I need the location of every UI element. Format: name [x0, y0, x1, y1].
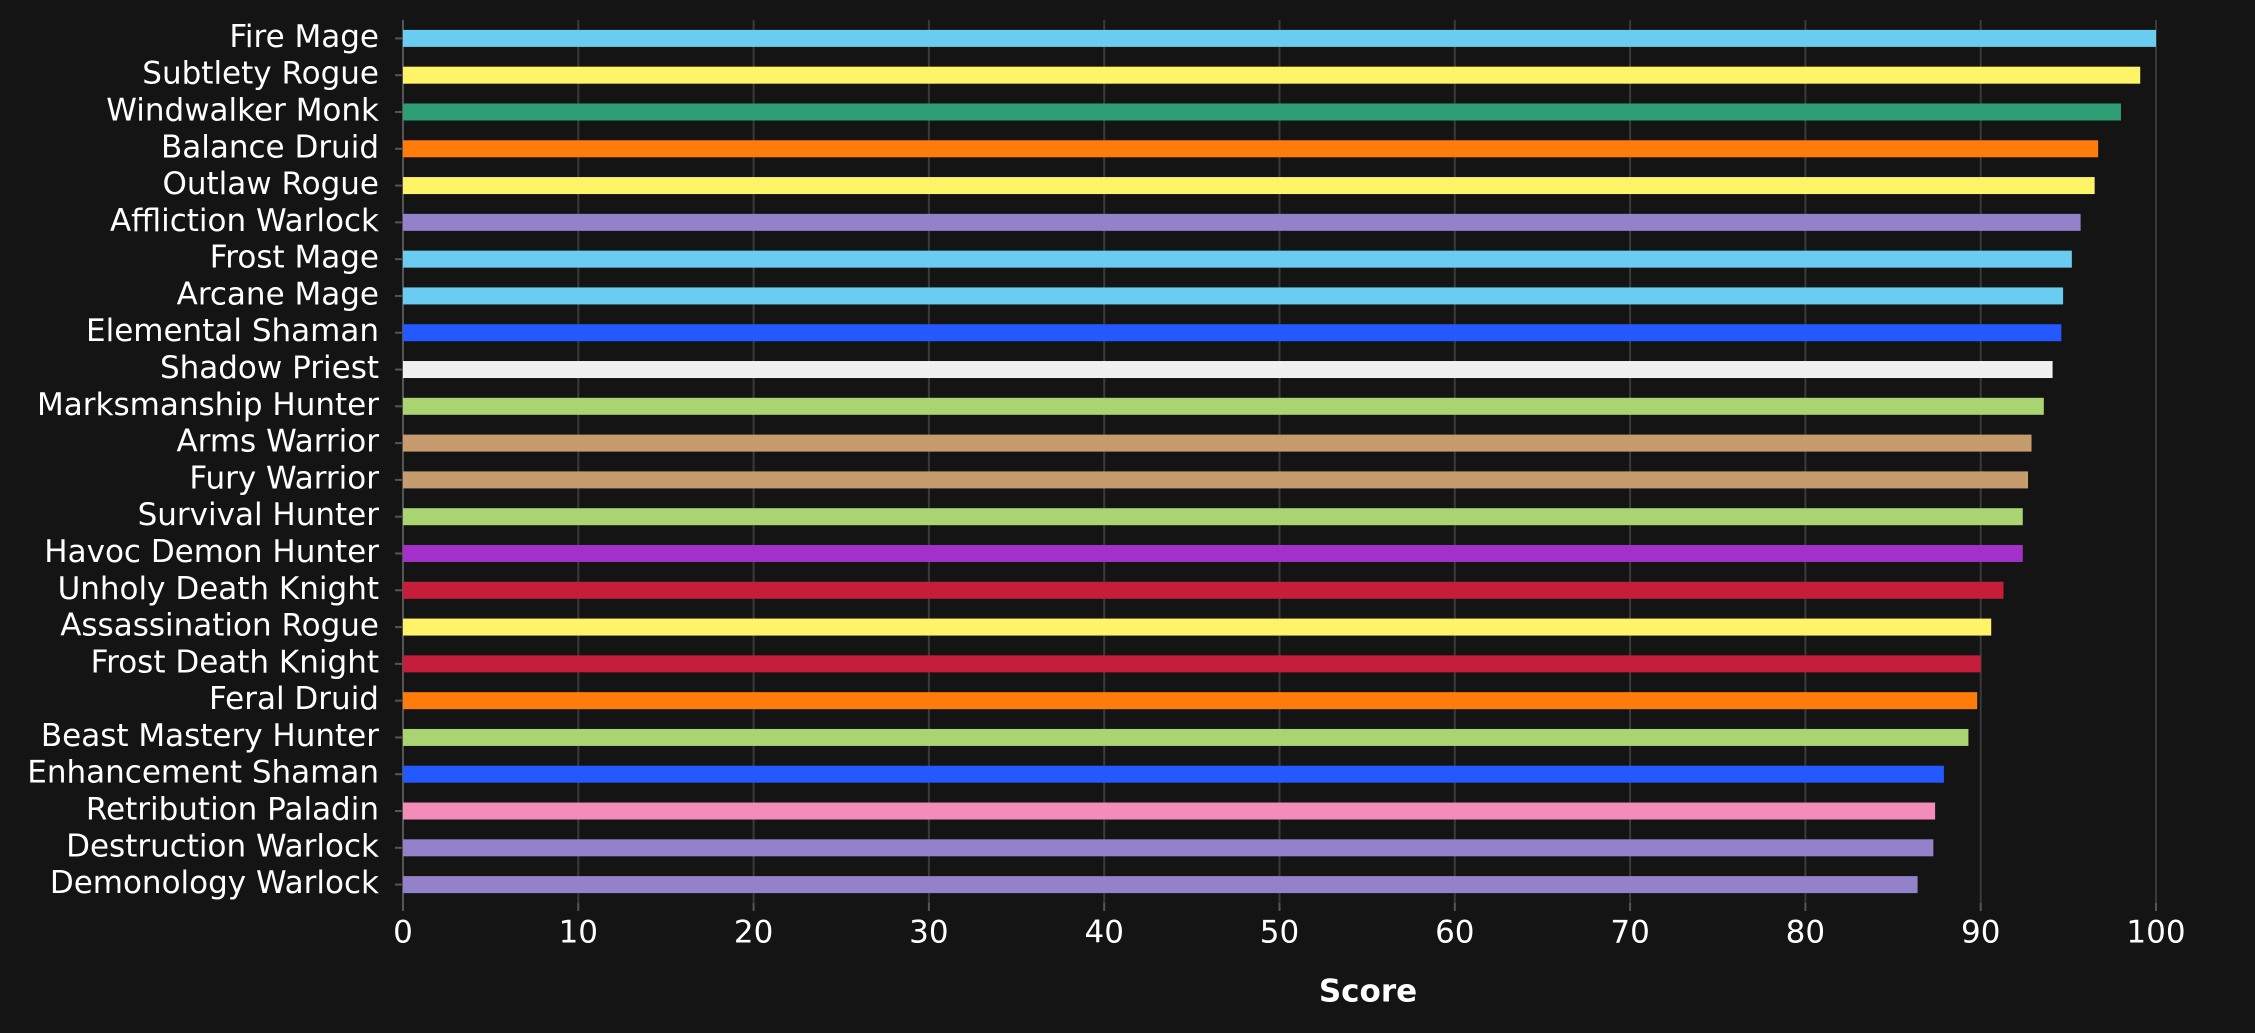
bar — [403, 655, 1981, 673]
y-tick-label: Subtlety Rogue — [142, 56, 379, 92]
bar — [403, 287, 2064, 305]
bar — [403, 876, 1918, 894]
bar — [403, 213, 2081, 231]
bar — [403, 66, 2141, 84]
bar — [403, 728, 1969, 746]
y-tick-label: Unholy Death Knight — [58, 571, 379, 607]
y-tick-label: Balance Druid — [161, 129, 379, 165]
bar — [403, 508, 2023, 526]
y-tick-label: Arcane Mage — [177, 276, 379, 312]
bar — [403, 692, 1978, 710]
bar — [403, 397, 2044, 415]
bar — [403, 765, 1944, 783]
x-tick-label: 70 — [1610, 915, 1649, 951]
bar — [403, 29, 2156, 47]
y-tick-label: Shadow Priest — [160, 350, 379, 386]
y-tick-label: Survival Hunter — [138, 497, 380, 533]
y-tick-label: Retribution Paladin — [86, 792, 379, 828]
y-tick-label: Demonology Warlock — [50, 865, 379, 901]
bar — [403, 177, 2095, 195]
x-axis-label: Score — [1319, 974, 1417, 1010]
y-tick-label: Marksmanship Hunter — [37, 387, 379, 423]
x-tick-label: 0 — [393, 915, 413, 951]
bar — [403, 581, 2004, 599]
x-tick-label: 60 — [1435, 915, 1474, 951]
bar — [403, 434, 2032, 452]
x-tick-label: 90 — [1961, 915, 2000, 951]
bar — [403, 140, 2099, 158]
y-tick-label: Fire Mage — [229, 19, 379, 55]
x-tick-label: 40 — [1084, 915, 1123, 951]
bar — [403, 103, 2121, 121]
bar — [403, 471, 2029, 489]
y-tick-label: Beast Mastery Hunter — [41, 718, 379, 754]
y-tick-label: Frost Mage — [210, 240, 379, 276]
y-tick-label: Elemental Shaman — [86, 313, 379, 349]
bar — [403, 250, 2072, 268]
bar — [403, 839, 1934, 857]
x-tick-label: 10 — [559, 915, 598, 951]
x-tick-label: 80 — [1786, 915, 1825, 951]
y-tick-label: Assassination Rogue — [60, 608, 379, 644]
y-tick-label: Enhancement Shaman — [27, 755, 379, 791]
bar — [403, 544, 2023, 562]
y-tick-label: Frost Death Knight — [91, 644, 379, 680]
bar — [403, 324, 2062, 342]
x-tick-label: 20 — [734, 915, 773, 951]
x-tick-label: 50 — [1260, 915, 1299, 951]
y-tick-label: Affliction Warlock — [110, 203, 379, 239]
x-tick-label: 100 — [2126, 915, 2185, 951]
y-tick-label: Fury Warrior — [189, 460, 379, 496]
y-tick-label: Havoc Demon Hunter — [44, 534, 379, 570]
y-tick-label: Arms Warrior — [176, 424, 379, 460]
y-tick-label: Outlaw Rogue — [162, 166, 379, 202]
y-tick-label: Feral Druid — [209, 681, 379, 717]
bar — [403, 361, 2053, 379]
x-tick-label: 30 — [909, 915, 948, 951]
bar — [403, 618, 1992, 636]
y-tick-label: Windwalker Monk — [106, 92, 379, 128]
bar — [403, 802, 1936, 820]
y-tick-label: Destruction Warlock — [66, 828, 379, 864]
